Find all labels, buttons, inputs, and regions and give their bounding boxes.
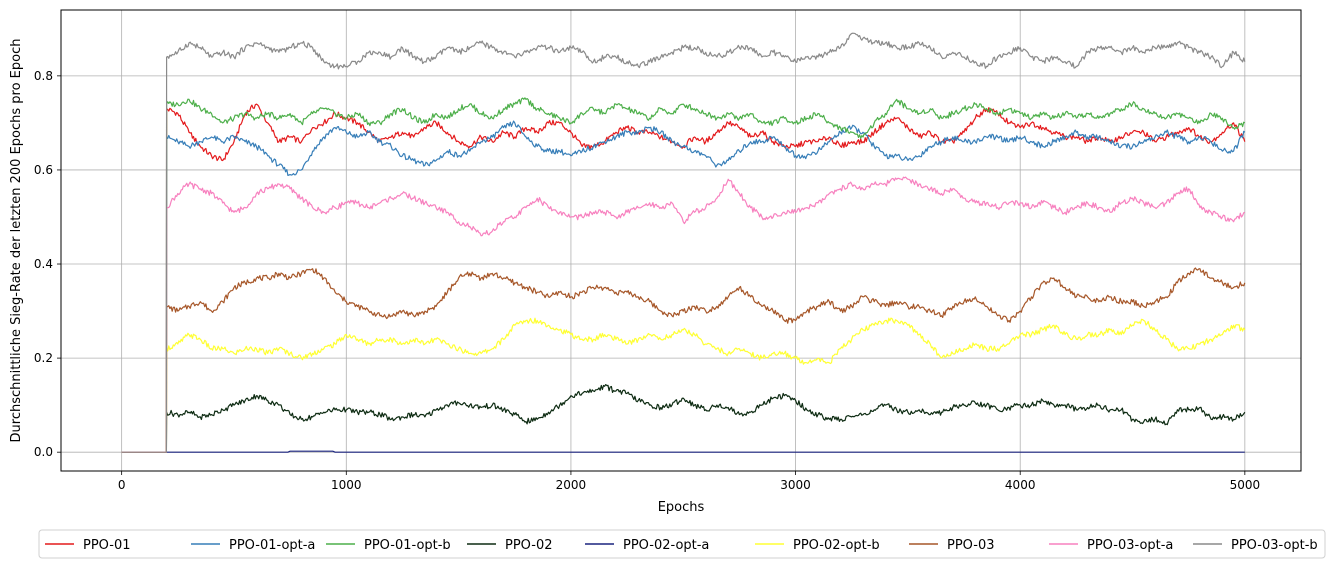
x-tick-label: 2000 — [556, 478, 587, 492]
x-tick-label: 4000 — [1005, 478, 1036, 492]
x-axis: 0 1000 2000 3000 4000 5000 — [118, 471, 1260, 492]
x-axis-title: Epochs — [658, 500, 705, 515]
y-tick-label: 0.6 — [34, 163, 53, 177]
y-axis-title: Durchschnittliche Sieg-Rate der letzten … — [9, 39, 24, 443]
y-axis: 0.0 0.2 0.4 0.6 0.8 — [34, 69, 61, 459]
series-line-ppo-01-opt-a — [121, 120, 1246, 453]
x-tick-label: 3000 — [780, 478, 811, 492]
legend-label: PPO-03-opt-a — [1087, 538, 1173, 553]
legend-label: PPO-02-opt-b — [793, 538, 880, 553]
legend-box — [38, 529, 1326, 559]
series-lines — [121, 32, 1246, 453]
series-line-ppo-03 — [121, 267, 1246, 453]
x-tick-label: 0 — [118, 478, 126, 492]
legend-label: PPO-03-opt-b — [1231, 538, 1318, 553]
legend-label: PPO-03 — [947, 538, 995, 553]
series-line-ppo-01-opt-b — [121, 97, 1246, 453]
legend-label: PPO-02-opt-a — [623, 538, 709, 553]
legend: PPO-01 PPO-01-opt-a PPO-01-opt-b PPO-02 PPO-… — [38, 529, 1326, 559]
series-line-ppo-02-opt-b — [121, 317, 1246, 453]
y-tick-label: 0.0 — [34, 445, 53, 459]
x-tick-label: 5000 — [1230, 478, 1261, 492]
plot-frame — [60, 9, 1302, 472]
series-line-ppo-03-opt-b — [121, 32, 1246, 453]
legend-label: PPO-01-opt-b — [364, 538, 451, 553]
y-tick-label: 0.4 — [34, 257, 53, 271]
y-tick-label: 0.2 — [34, 351, 53, 365]
legend-label: PPO-02 — [505, 538, 553, 553]
legend-label: PPO-01-opt-a — [229, 538, 315, 553]
y-tick-label: 0.8 — [34, 69, 53, 83]
series-line-ppo-03-opt-a — [121, 176, 1246, 453]
legend-label: PPO-01 — [83, 538, 131, 553]
x-tick-label: 1000 — [331, 478, 362, 492]
series-line-ppo-02 — [121, 384, 1246, 453]
